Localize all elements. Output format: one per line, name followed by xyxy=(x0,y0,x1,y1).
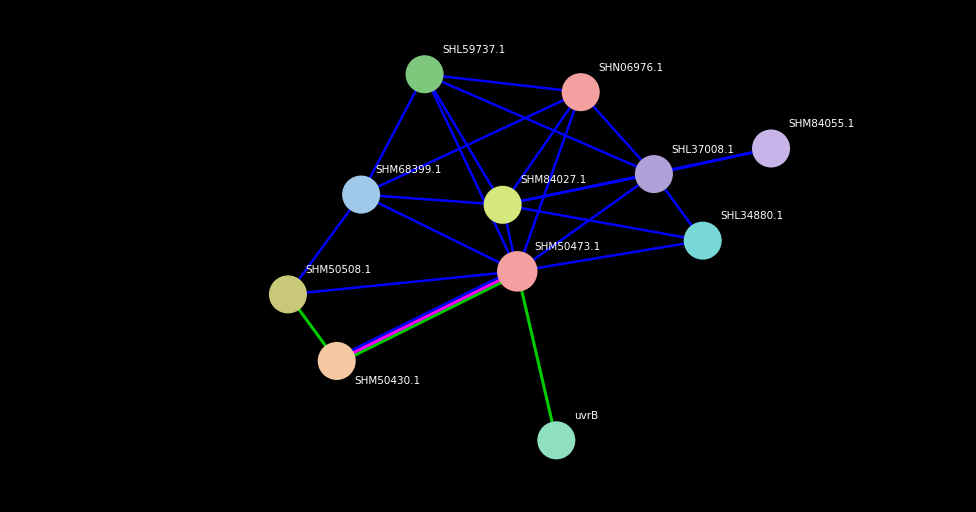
Point xyxy=(417,70,432,78)
Point xyxy=(329,357,345,365)
Point xyxy=(353,190,369,199)
Point xyxy=(549,436,564,444)
Text: SHM68399.1: SHM68399.1 xyxy=(376,165,442,175)
Text: SHN06976.1: SHN06976.1 xyxy=(598,62,664,73)
Point xyxy=(280,290,296,298)
Text: SHM84055.1: SHM84055.1 xyxy=(789,119,855,129)
Text: SHM84027.1: SHM84027.1 xyxy=(520,175,587,185)
Text: SHL37008.1: SHL37008.1 xyxy=(671,144,735,155)
Text: SHM50473.1: SHM50473.1 xyxy=(535,242,601,252)
Point xyxy=(646,170,662,178)
Text: SHM50430.1: SHM50430.1 xyxy=(354,375,421,386)
Point xyxy=(495,201,510,209)
Text: SHM50508.1: SHM50508.1 xyxy=(305,265,372,275)
Point xyxy=(763,144,779,153)
Point xyxy=(509,267,525,275)
Text: SHL59737.1: SHL59737.1 xyxy=(442,45,506,55)
Point xyxy=(573,88,589,96)
Point xyxy=(695,237,711,245)
Text: uvrB: uvrB xyxy=(574,411,598,421)
Text: SHL34880.1: SHL34880.1 xyxy=(720,211,784,221)
